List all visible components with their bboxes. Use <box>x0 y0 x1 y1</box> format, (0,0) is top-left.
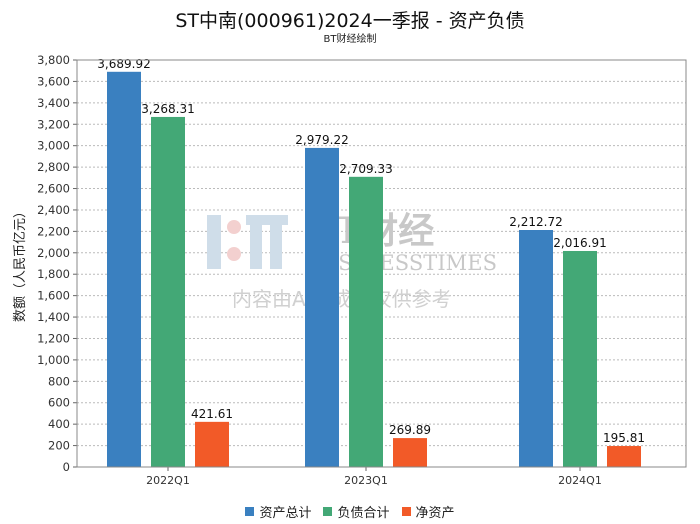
bar-负债合计 <box>349 176 383 467</box>
x-tick-label: 2024Q1 <box>558 474 602 487</box>
y-tick-label: 1,800 <box>37 267 70 281</box>
data-label: 2,212.72 <box>509 215 562 229</box>
x-tick-label: 2023Q1 <box>344 474 388 487</box>
y-tick-label: 400 <box>48 417 70 431</box>
bar-负债合计 <box>563 250 597 467</box>
y-tick-label: 3,600 <box>37 74 70 88</box>
legend-label: 资产总计 <box>259 506 312 521</box>
bar-负债合计 <box>151 116 185 467</box>
watermark-logo <box>246 215 288 225</box>
legend-label: 负债合计 <box>337 506 390 521</box>
y-tick-label: 2,000 <box>37 246 70 260</box>
y-tick-label: 0 <box>63 460 70 474</box>
bar-资产总计 <box>107 71 141 467</box>
legend: 资产总计 负债合计 净资产 <box>0 502 700 521</box>
data-label: 3,268.31 <box>141 102 194 116</box>
y-tick-label: 1,200 <box>37 331 70 345</box>
y-tick-label: 3,200 <box>37 117 70 131</box>
chart-title: ST中南(000961)2024一季报 - 资产负债 <box>175 10 525 32</box>
legend-item[interactable]: 负债合计 <box>323 502 390 521</box>
watermark-logo <box>227 220 241 234</box>
y-tick-label: 1,400 <box>37 310 70 324</box>
y-tick-label: 800 <box>48 374 70 388</box>
legend-swatch <box>245 507 255 516</box>
legend-item[interactable]: 净资产 <box>401 502 455 521</box>
y-tick-label: 600 <box>48 396 70 410</box>
legend-swatch <box>323 507 333 516</box>
legend-item[interactable]: 资产总计 <box>245 502 311 521</box>
y-axis-label: 数额（人民币亿元） <box>13 205 28 322</box>
y-tick-label: 3,000 <box>37 139 70 153</box>
chart-subtitle: BT财经绘制 <box>323 34 377 45</box>
watermark-logo <box>227 247 241 261</box>
data-label: 2,709.33 <box>339 162 392 176</box>
plot-frame <box>76 59 687 468</box>
y-tick-label: 200 <box>48 439 70 453</box>
legend-label: 净资产 <box>415 506 455 521</box>
data-label: 195.81 <box>603 431 645 445</box>
y-tick-label: 2,200 <box>37 224 70 238</box>
bar-资产总计 <box>519 230 553 467</box>
bar-资产总计 <box>305 147 339 467</box>
bar-净资产 <box>195 421 229 467</box>
watermark-logo <box>270 225 282 269</box>
y-tick-label: 3,400 <box>37 96 70 110</box>
y-tick-label: 1,600 <box>37 289 70 303</box>
bar-净资产 <box>607 446 641 467</box>
x-tick-label: 2022Q1 <box>146 474 190 487</box>
data-label: 269.89 <box>389 423 431 437</box>
data-label: 421.61 <box>191 407 233 421</box>
data-label: 2,979.22 <box>295 133 348 147</box>
bar-净资产 <box>393 438 427 467</box>
y-tick-label: 2,400 <box>37 203 70 217</box>
watermark-logo <box>207 215 221 269</box>
watermark-text: 内容由AI生成，仅供参考 <box>232 287 452 311</box>
data-label: 2,016.91 <box>553 236 606 250</box>
legend-swatch <box>401 507 411 516</box>
y-tick-label: 2,600 <box>37 182 70 196</box>
y-tick-label: 3,800 <box>37 53 70 67</box>
watermark-logo <box>250 225 262 269</box>
y-tick-label: 1,000 <box>37 353 70 367</box>
y-tick-label: 2,800 <box>37 160 70 174</box>
data-label: 3,689.92 <box>97 57 150 71</box>
